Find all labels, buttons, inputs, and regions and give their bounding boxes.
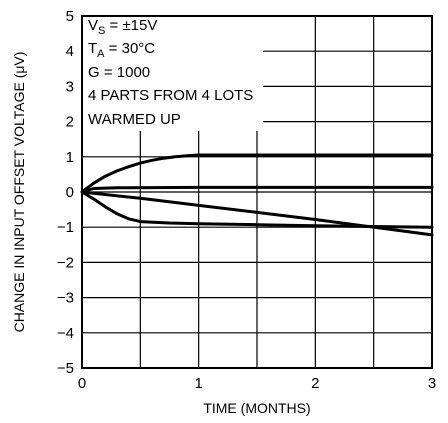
y-tick-label: −5 (57, 360, 74, 377)
series-line-4 (80, 190, 434, 237)
condition-supply: VS = ±15V (88, 17, 157, 37)
x-tick-label: 2 (311, 375, 319, 392)
plot-frame (81, 15, 433, 369)
series-line-1 (80, 153, 434, 194)
y-tick-label: 5 (66, 8, 74, 25)
condition-temperature: TA = 30°C (88, 40, 155, 60)
y-tick-labels: 5 4 3 2 1 0 −1 −2 −3 −4 −5 (57, 8, 74, 377)
x-tick-label: 1 (194, 375, 202, 392)
y-axis-label: CHANGE IN INPUT OFFSET VOLTAGE (μV) (11, 52, 27, 333)
x-tick-label: 3 (428, 375, 436, 392)
y-tick-label: 4 (66, 43, 74, 60)
series-line-3 (80, 190, 434, 229)
condition-gain: G = 1000 (88, 64, 150, 81)
y-tick-label: 2 (66, 114, 74, 131)
y-tick-label: 0 (66, 184, 74, 201)
y-tick-label: −1 (57, 219, 74, 236)
test-conditions: VS = ±15V TA = 30°C G = 1000 4 PARTS FRO… (88, 17, 253, 128)
y-tick-label: −4 (57, 325, 74, 342)
y-tick-label: 3 (66, 78, 74, 95)
data-series (80, 153, 434, 237)
x-tick-labels: 0 1 2 3 (78, 375, 436, 392)
y-tick-label: −2 (57, 254, 74, 271)
y-tick-label: −3 (57, 290, 74, 307)
condition-warmup: WARMED UP (88, 111, 181, 128)
x-tick-label: 0 (78, 375, 86, 392)
condition-parts: 4 PARTS FROM 4 LOTS (88, 87, 253, 104)
y-tick-label: 1 (66, 149, 74, 166)
series-line-2 (80, 185, 434, 194)
x-axis-label: TIME (MONTHS) (203, 400, 310, 416)
conditions-background (83, 17, 263, 131)
